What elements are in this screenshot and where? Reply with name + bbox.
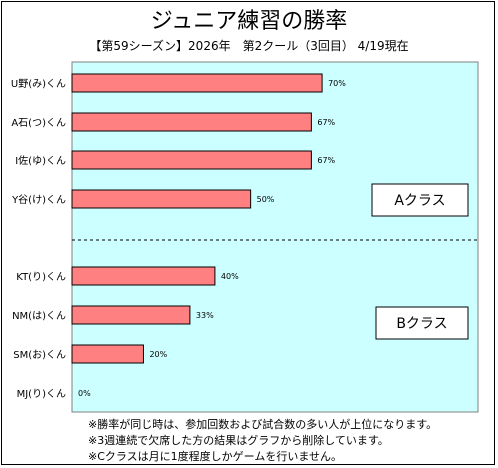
data-label: 67% — [317, 156, 335, 165]
category-label: NM(は)くん — [12, 310, 66, 322]
chart-title: ジュニア練習の勝率 — [151, 9, 347, 34]
data-label: 0% — [78, 389, 91, 398]
note-line-3: ※Cクラスは月に1度程度しかゲームを行いません。 — [88, 449, 342, 463]
bar — [71, 112, 312, 132]
category-label: KT(り)くん — [16, 271, 66, 283]
category-label: A石(つ)くん — [11, 117, 66, 129]
chart-subtitle: 【第59シーズン】2026年 第2クール（3回目） 4/19現在 — [89, 38, 408, 53]
data-label: 70% — [328, 79, 346, 88]
class-box-b: Bクラス — [375, 306, 469, 340]
bar — [71, 189, 252, 209]
category-label: U野(み)くん — [11, 78, 66, 90]
data-label: 20% — [149, 350, 167, 359]
category-label: Y谷(け)くん — [11, 194, 66, 206]
category-label: SM(お)くん — [13, 349, 66, 361]
bars-group: U野(み)くん 70% A石(つ)くん 67% I佐(ゆ)くん 67% Y谷(け)くん 50%… — [11, 73, 346, 400]
note-line-1: ※勝率が同じ時は、参加回数および試合数の多い人が上位になります。 — [88, 417, 437, 431]
class-box-a: Aクラス — [371, 183, 469, 217]
bar — [71, 266, 216, 286]
category-label: MJ(り)くん — [17, 388, 66, 400]
data-label: 67% — [317, 118, 335, 127]
class-label-b: Bクラス — [396, 316, 447, 332]
data-label: 40% — [221, 272, 239, 281]
data-label: 50% — [257, 195, 275, 204]
category-label: I佐(ゆ)くん — [15, 155, 66, 167]
bar — [71, 344, 144, 364]
bar — [71, 305, 191, 325]
note-line-2: ※3週連続で欠席した方の結果はグラフから削除しています。 — [88, 433, 389, 447]
class-label-a: Aクラス — [394, 193, 445, 209]
bar — [71, 150, 312, 170]
data-label: 33% — [196, 311, 214, 320]
bar — [71, 73, 323, 93]
